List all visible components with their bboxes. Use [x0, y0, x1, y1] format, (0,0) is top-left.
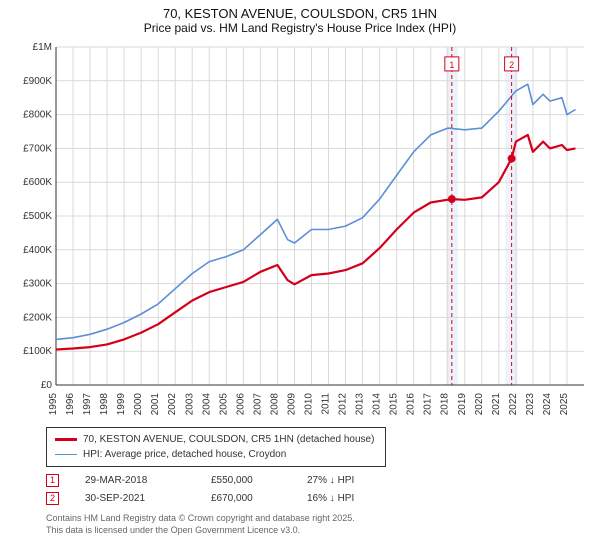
legend-row: 70, KESTON AVENUE, COULSDON, CR5 1HN (de… — [55, 432, 377, 447]
svg-text:1997: 1997 — [82, 393, 93, 416]
svg-text:2011: 2011 — [321, 393, 332, 415]
svg-text:1995: 1995 — [48, 393, 59, 416]
svg-text:2016: 2016 — [406, 393, 417, 416]
sale-price: £550,000 — [211, 475, 281, 486]
svg-text:2018: 2018 — [440, 393, 451, 416]
svg-text:1999: 1999 — [116, 393, 127, 416]
svg-text:2021: 2021 — [491, 393, 502, 416]
legend-row: HPI: Average price, detached house, Croy… — [55, 447, 377, 462]
svg-text:2006: 2006 — [235, 393, 246, 416]
chart-subtitle: Price paid vs. HM Land Registry's House … — [10, 21, 590, 35]
svg-text:£300K: £300K — [23, 279, 52, 290]
svg-text:2019: 2019 — [457, 393, 468, 416]
svg-text:2017: 2017 — [423, 393, 434, 416]
sale-pct: 16% ↓ HPI — [307, 493, 387, 504]
svg-text:2009: 2009 — [286, 393, 297, 416]
svg-text:£700K: £700K — [23, 143, 52, 154]
legend-swatch — [55, 454, 77, 456]
svg-text:2022: 2022 — [508, 393, 519, 416]
svg-text:£800K: £800K — [23, 110, 52, 121]
svg-text:2023: 2023 — [525, 393, 536, 416]
sale-row: 2 30-SEP-2021 £670,000 16% ↓ HPI — [46, 489, 590, 507]
svg-text:1996: 1996 — [65, 393, 76, 416]
chart-area: £0 £100K £200K £300K £400K £500K £600K £700K £80… — [10, 41, 590, 421]
svg-text:2020: 2020 — [474, 393, 485, 416]
svg-text:£600K: £600K — [23, 177, 52, 188]
svg-text:2001: 2001 — [150, 393, 161, 416]
legend-swatch — [55, 438, 77, 440]
svg-text:2002: 2002 — [167, 393, 178, 416]
sale-marker: 1 — [46, 474, 59, 487]
svg-text:£900K: £900K — [23, 76, 52, 87]
svg-text:£0: £0 — [41, 380, 53, 391]
footnote: Contains HM Land Registry data © Crown c… — [46, 513, 590, 536]
svg-text:£200K: £200K — [23, 312, 52, 323]
sale-date: 29-MAR-2018 — [85, 475, 185, 486]
svg-text:1998: 1998 — [99, 393, 110, 416]
svg-text:2014: 2014 — [372, 393, 383, 416]
footnote-line: This data is licensed under the Open Gov… — [46, 525, 590, 537]
svg-text:£1M: £1M — [33, 42, 52, 53]
legend-label: HPI: Average price, detached house, Croy… — [83, 447, 286, 462]
sale-marker: 2 — [46, 492, 59, 505]
legend-label: 70, KESTON AVENUE, COULSDON, CR5 1HN (de… — [83, 432, 374, 447]
svg-text:2025: 2025 — [559, 393, 570, 416]
chart-title: 70, KESTON AVENUE, COULSDON, CR5 1HN — [10, 6, 590, 21]
svg-text:2010: 2010 — [303, 393, 314, 416]
svg-text:£100K: £100K — [23, 346, 52, 357]
sale-price: £670,000 — [211, 493, 281, 504]
svg-text:2005: 2005 — [218, 393, 229, 416]
svg-text:2008: 2008 — [269, 393, 280, 416]
svg-text:2007: 2007 — [252, 393, 263, 416]
legend: 70, KESTON AVENUE, COULSDON, CR5 1HN (de… — [46, 427, 386, 467]
sale-row: 1 29-MAR-2018 £550,000 27% ↓ HPI — [46, 471, 590, 489]
sale-pct: 27% ↓ HPI — [307, 475, 387, 486]
svg-text:1: 1 — [449, 60, 454, 70]
svg-text:2024: 2024 — [542, 393, 553, 416]
svg-text:2000: 2000 — [133, 393, 144, 416]
svg-text:2012: 2012 — [338, 393, 349, 416]
svg-text:2015: 2015 — [389, 393, 400, 416]
svg-text:2003: 2003 — [184, 393, 195, 416]
svg-text:£500K: £500K — [23, 211, 52, 222]
footnote-line: Contains HM Land Registry data © Crown c… — [46, 513, 590, 525]
svg-text:2: 2 — [509, 60, 514, 70]
sales-table: 1 29-MAR-2018 £550,000 27% ↓ HPI 2 30-SEP-202… — [46, 471, 590, 507]
svg-text:£400K: £400K — [23, 245, 52, 256]
line-chart-svg: £0 £100K £200K £300K £400K £500K £600K £700K £80… — [10, 41, 590, 421]
svg-text:2004: 2004 — [201, 393, 212, 416]
sale-date: 30-SEP-2021 — [85, 493, 185, 504]
svg-text:2013: 2013 — [355, 393, 366, 416]
